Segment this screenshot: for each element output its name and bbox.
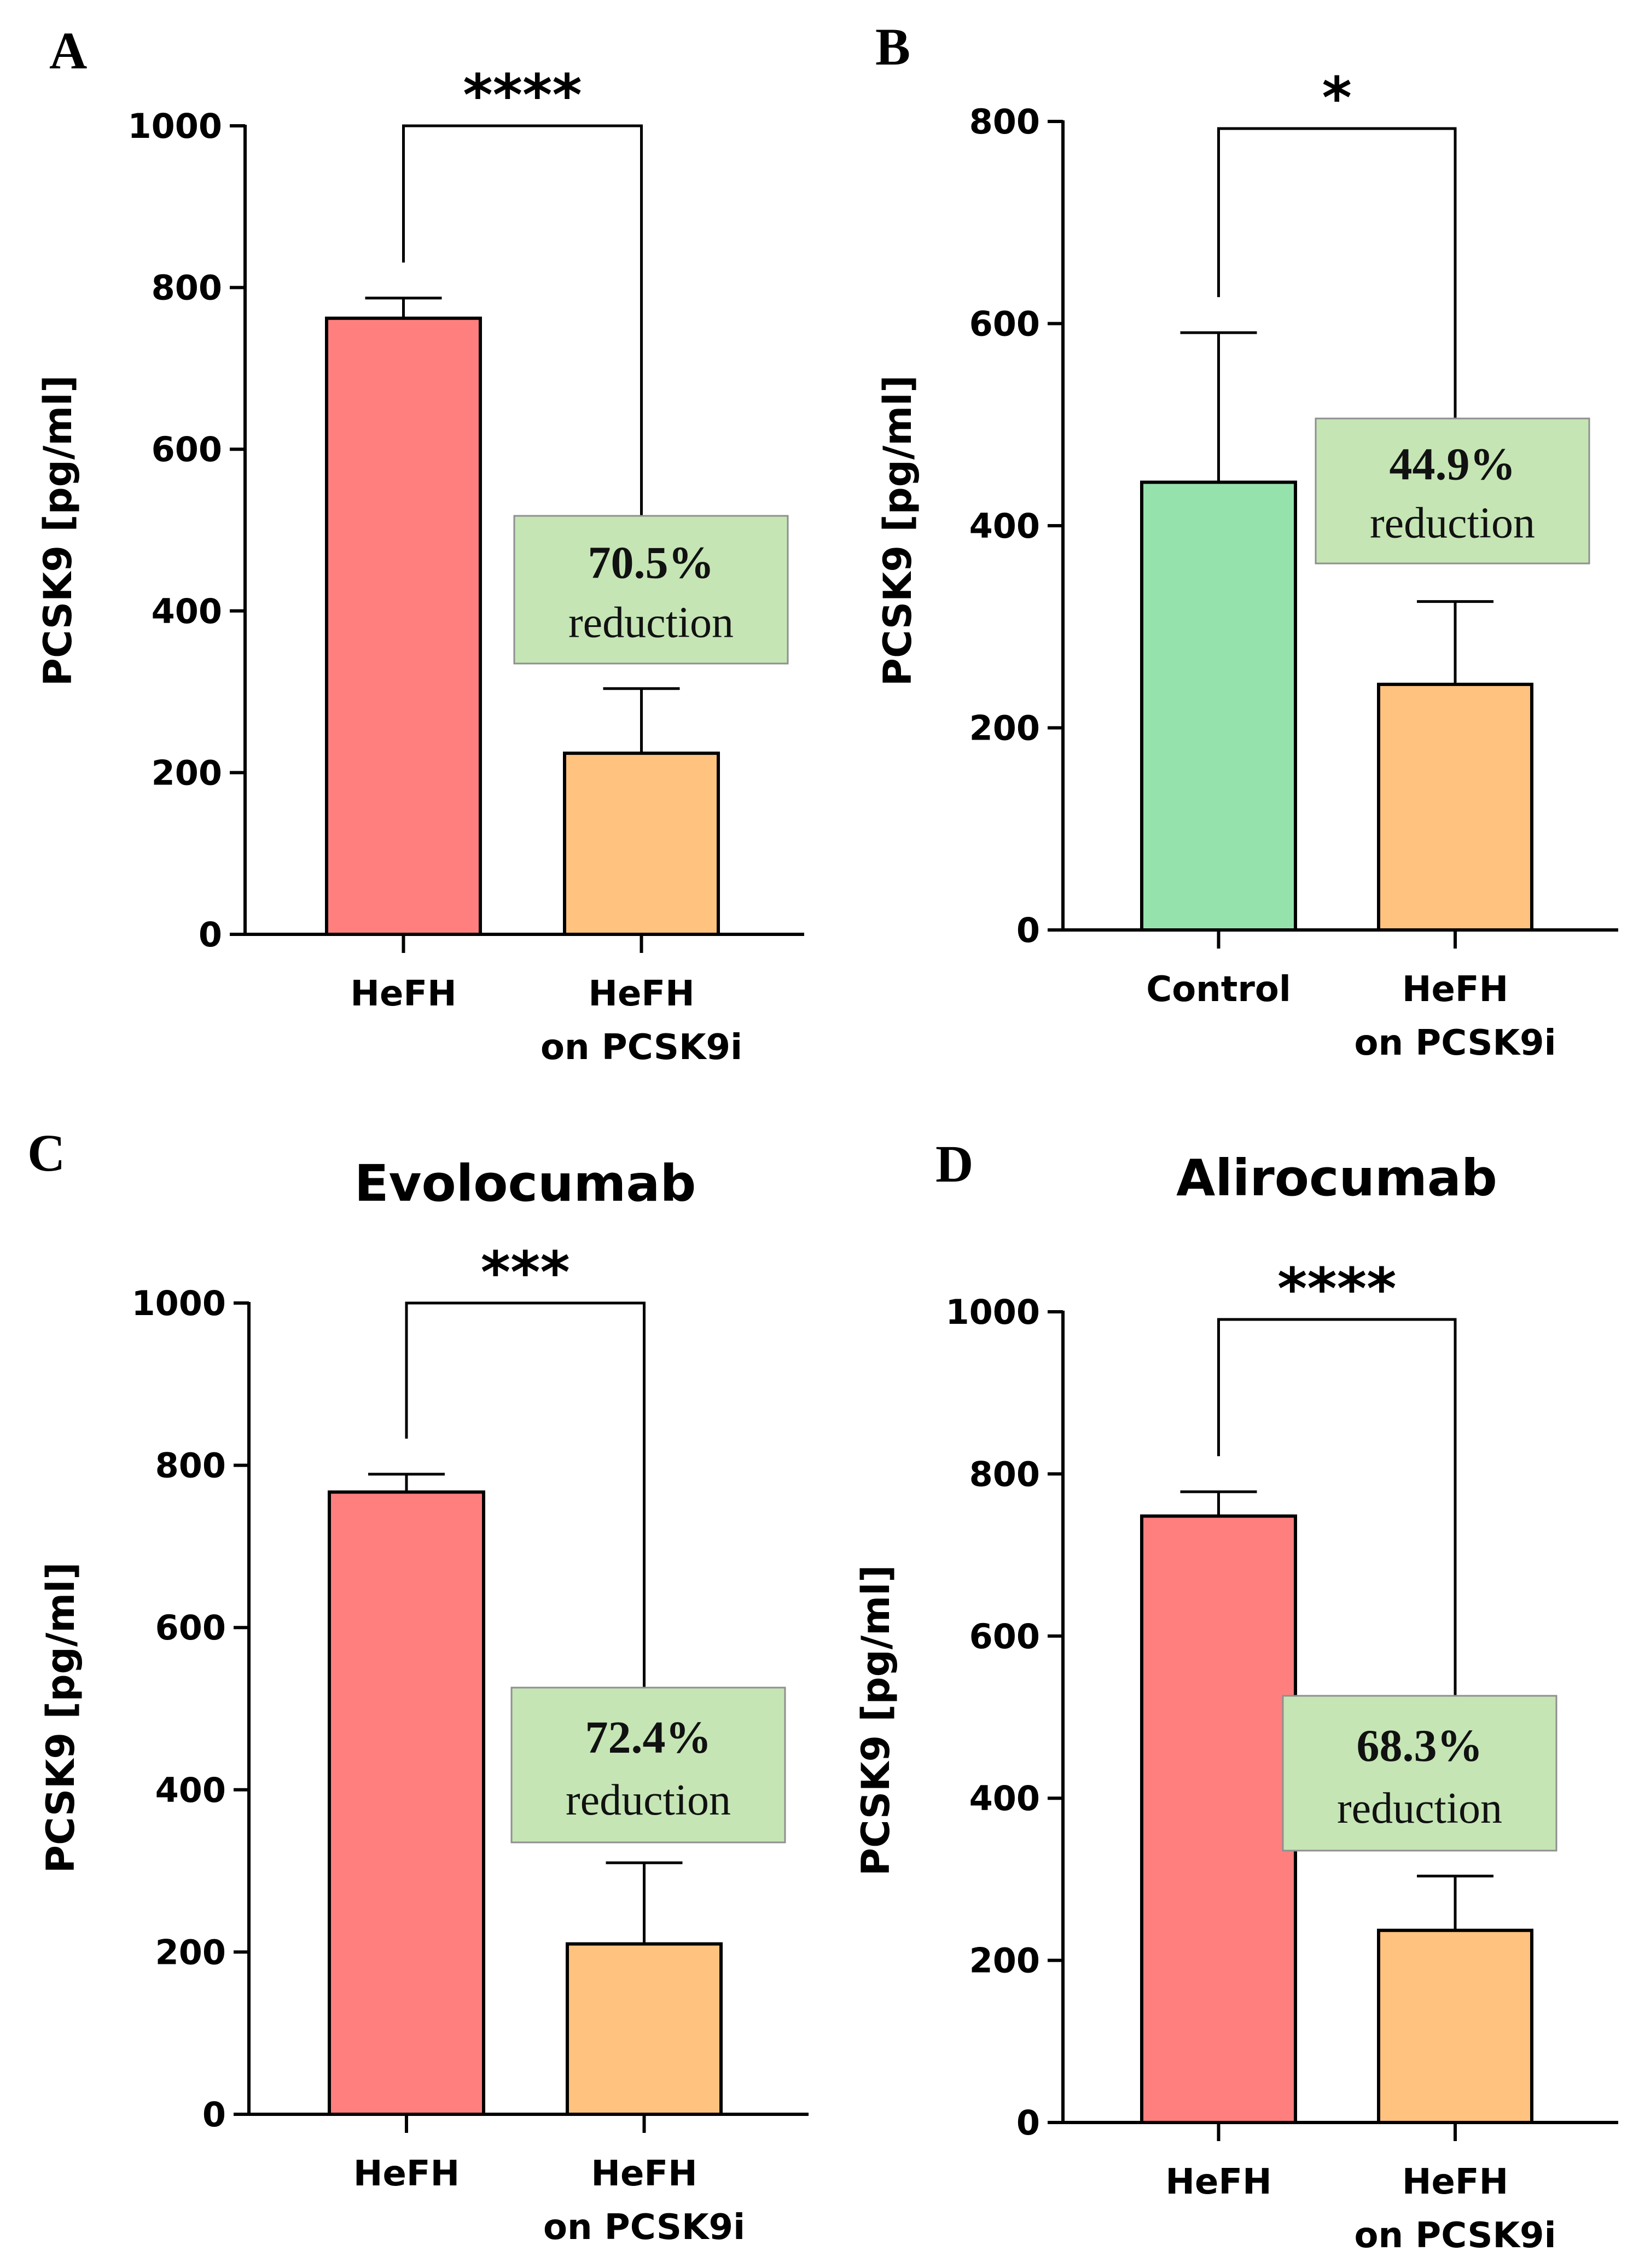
bar [1140,480,1297,932]
bar [1140,1514,1297,2125]
reduction-box [1282,1695,1557,1852]
y-tick-label: 400 [152,591,222,631]
y-tick-label: 600 [155,1608,226,1648]
y-tick-label: 200 [969,1941,1040,1981]
reduction-percent: 44.9% [1390,439,1516,490]
significance-bracket [405,1301,646,1688]
y-tick-label: 800 [969,1454,1040,1494]
bar [328,1490,485,2116]
y-tick-label: 600 [969,304,1040,344]
chart-panel-c: C Evolocumab PCSK9 [pg/ml] 0 200 400 600 800 100… [27,1124,809,2248]
significance-bracket [1217,1318,1457,1696]
significance-stars: **** [1277,1255,1397,1322]
bar [563,751,720,936]
panel-label: B [875,18,910,76]
y-tick-label: 800 [969,102,1040,142]
x-tick-label: on PCSK9i [1354,2215,1556,2256]
reduction-percent: 68.3% [1357,1720,1483,1771]
significance-stars: **** [463,62,582,129]
y-tick-label: 400 [969,506,1040,546]
significance-bracket [402,124,643,516]
chart-title: Alirocumab [1176,1149,1497,1207]
y-tick-label: 1000 [945,1292,1040,1332]
y-tick-label: 200 [155,1932,226,1972]
x-tick-label: on PCSK9i [1354,1023,1556,1063]
y-axis-label: PCSK9 [pg/ml] [875,375,920,686]
reduction-text: reduction [568,598,734,647]
y-tick-label: 0 [1016,910,1040,950]
y-tick-label: 0 [1016,2103,1040,2143]
x-tick-label: HeFH [350,974,456,1014]
y-tick-label: 800 [155,1446,226,1486]
x-tick-label: HeFH [1402,969,1508,1010]
chart-panel-b: B PCSK9 [pg/ml] 0 200 400 600 800 Control HeFH on… [875,18,1618,1063]
panel-label: A [49,21,87,80]
y-tick-label: 0 [199,915,222,955]
x-tick-label: Control [1146,969,1291,1010]
y-tick-label: 600 [969,1616,1040,1656]
y-tick-label: 1000 [127,106,222,146]
reduction-box [1315,417,1590,565]
y-tick-label: 0 [202,2095,226,2135]
bar [566,1942,723,2116]
y-tick-label: 800 [152,268,222,308]
significance-stars: * [1322,65,1352,131]
significance-stars: *** [481,1239,570,1306]
chart-title: Evolocumab [354,1154,696,1213]
bar [1377,1928,1533,2125]
reduction-percent: 70.5% [588,537,714,588]
x-tick-label: HeFH [588,974,694,1014]
y-tick-label: 1000 [131,1283,226,1323]
x-tick-label: HeFH [1165,2162,1271,2202]
y-axis-label: PCSK9 [pg/ml] [853,1565,898,1876]
y-tick-label: 600 [152,429,222,469]
y-tick-label: 200 [152,753,222,793]
reduction-box [510,1687,786,1844]
y-tick-label: 400 [969,1778,1040,1818]
x-tick-label: HeFH [1402,2162,1508,2202]
panel-label: D [935,1135,973,1193]
y-axis-label: PCSK9 [pg/ml] [38,1562,83,1873]
x-tick-label: on PCSK9i [540,1027,742,1068]
bar [1377,683,1533,932]
reduction-text: reduction [1370,499,1535,547]
x-tick-label: on PCSK9i [543,2207,745,2248]
panel-label: C [27,1124,65,1182]
y-tick-label: 200 [969,708,1040,748]
chart-panel-a: A PCSK9 [pg/ml] 0 200 400 600 800 1000 HeFH HeFH o… [36,21,804,1068]
reduction-box [513,515,789,665]
y-tick-label: 400 [155,1770,226,1810]
reduction-text: reduction [1337,1784,1502,1833]
bar [325,316,482,936]
y-axis-label: PCSK9 [pg/ml] [36,375,80,686]
reduction-text: reduction [566,1776,731,1824]
x-tick-label: HeFH [353,2154,460,2194]
significance-bracket [1217,127,1457,418]
x-tick-label: HeFH [591,2154,697,2194]
reduction-percent: 72.4% [585,1712,712,1763]
chart-panel-d: D Alirocumab PCSK9 [pg/ml] 0 200 400 600 800 100… [853,1135,1618,2256]
